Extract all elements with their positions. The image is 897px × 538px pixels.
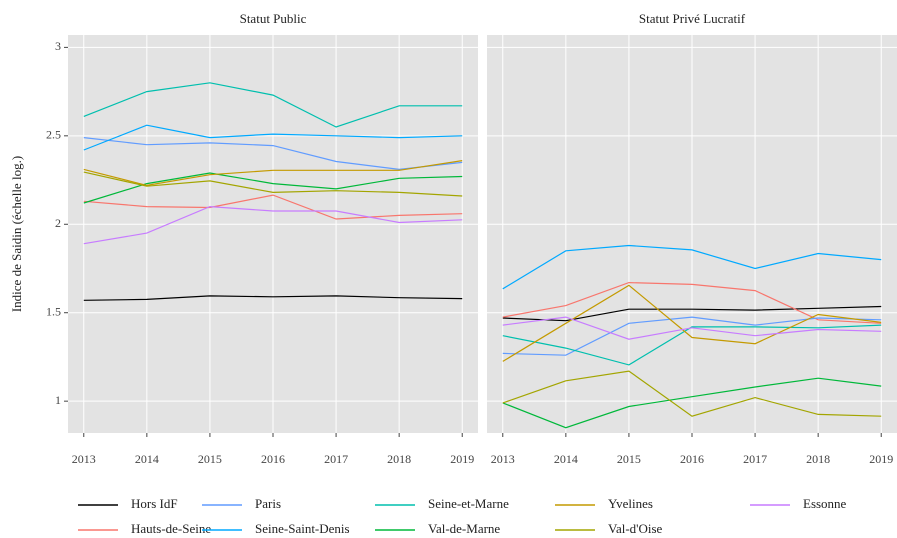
y-tick-label: 1 <box>55 393 61 407</box>
series-line <box>83 295 463 301</box>
series-line <box>502 377 882 429</box>
x-tick-label: 2013 <box>491 452 515 466</box>
x-tick-label: 2017 <box>324 452 348 466</box>
series-line <box>502 316 882 356</box>
x-tick-label: 2015 <box>198 452 222 466</box>
series-line <box>502 284 882 362</box>
x-tick-label: 2014 <box>554 452 578 466</box>
series-line <box>83 205 463 245</box>
x-tick-label: 2018 <box>387 452 411 466</box>
x-tick-label: 2019 <box>869 452 893 466</box>
series-line <box>502 305 882 322</box>
legend-label: Seine-Saint-Denis <box>255 521 350 536</box>
legend-label: Yvelines <box>608 496 653 511</box>
series-line <box>502 370 882 417</box>
legend-label: Val-d'Oise <box>608 521 663 536</box>
x-tick-label: 2018 <box>806 452 830 466</box>
panel-title: Statut Public <box>240 11 307 26</box>
series-line <box>83 160 463 187</box>
series-line <box>502 244 882 290</box>
series-line <box>502 324 882 366</box>
x-tick-label: 2013 <box>72 452 96 466</box>
series-line <box>502 316 882 340</box>
panel-title: Statut Privé Lucratif <box>639 11 746 26</box>
x-tick-label: 2015 <box>617 452 641 466</box>
legend-label: Val-de-Marne <box>428 521 500 536</box>
y-tick-label: 2.5 <box>46 128 61 142</box>
x-tick-label: 2017 <box>743 452 767 466</box>
x-tick-label: 2016 <box>261 452 285 466</box>
series-line <box>83 137 463 171</box>
series-line <box>83 82 463 128</box>
x-tick-label: 2019 <box>450 452 474 466</box>
series-line <box>83 194 463 220</box>
y-axis-label: Indice de Saidin (échelle log.) <box>9 156 24 312</box>
y-tick-label: 2 <box>55 216 61 230</box>
legend-label: Paris <box>255 496 281 511</box>
legend-label: Essonne <box>803 496 847 511</box>
series-line <box>502 281 882 324</box>
legend-label: Hors IdF <box>131 496 178 511</box>
series-line <box>83 124 463 151</box>
x-tick-label: 2014 <box>135 452 159 466</box>
legend-label: Seine-et-Marne <box>428 496 509 511</box>
x-tick-label: 2016 <box>680 452 704 466</box>
series-line <box>83 171 463 197</box>
series-line <box>83 172 463 204</box>
y-tick-label: 1.5 <box>46 304 61 318</box>
legend-label: Hauts-de-Seine <box>131 521 211 536</box>
y-tick-label: 3 <box>55 39 61 53</box>
